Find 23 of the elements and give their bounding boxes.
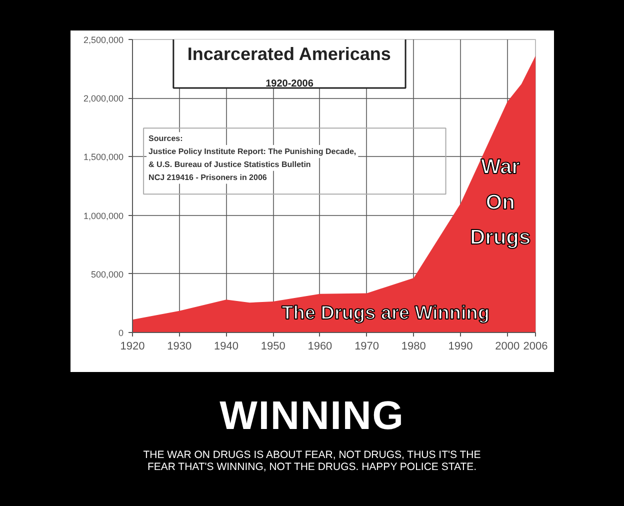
annotation: War On Drugs	[470, 156, 531, 250]
y-tick-label: 2,000,000	[83, 94, 124, 104]
x-tick-label: 1980	[401, 340, 426, 352]
x-tick-label: 1970	[354, 340, 380, 352]
y-tick-label: 0	[118, 328, 124, 338]
x-tick-label: 2000	[495, 340, 520, 352]
x-tick-label: 1940	[214, 340, 238, 352]
x-tick-label: 1990	[448, 340, 473, 352]
y-tick-label: 1,500,000	[83, 152, 124, 162]
x-tick-label: 1960	[308, 340, 332, 352]
y-tick-label: 2,500,000	[83, 35, 124, 45]
x-tick-label: 1950	[260, 340, 286, 352]
annotation: Sources: Justice Policy Institute Report: The Punishing Decade, & U.S. Bureau of Justice Statistics Bulletin NCJ 219416 - Prisoners in 2006	[148, 134, 356, 182]
x-tick-label: 1930	[167, 340, 192, 352]
chart-title: Incarcerated Americans	[187, 44, 391, 64]
x-tick-label: 1920	[120, 340, 145, 352]
y-tick-label: 500,000	[90, 269, 124, 280]
annotation: The Drugs are Winning	[282, 303, 490, 324]
y-tick-label: 1,000,000	[83, 210, 124, 221]
x-tick-label: 2006	[523, 340, 548, 352]
text: 1920-2006	[266, 78, 314, 90]
text: WINNING	[220, 393, 404, 440]
text: THE WAR ON DRUGS IS ABOUT FEAR, NOT DRUGS, THUS IT'S THE FEAR THAT'S WINNING, NOT THE DRUGS. HAPPY POLICE STATE.	[143, 449, 481, 474]
